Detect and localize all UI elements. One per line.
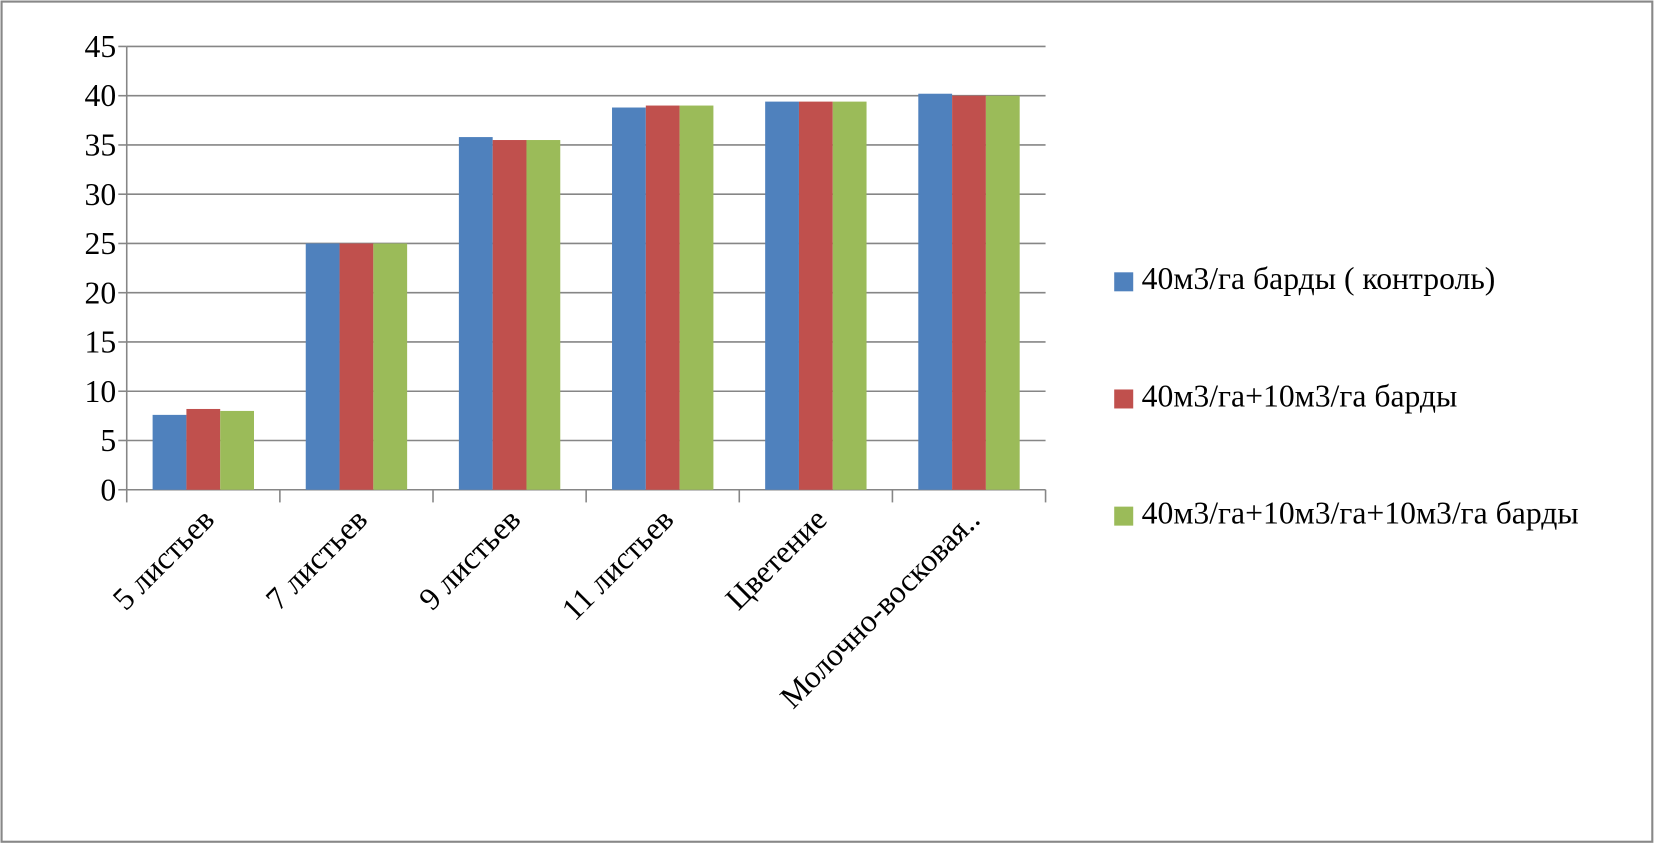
bar xyxy=(526,140,561,490)
bar xyxy=(305,243,340,490)
bar xyxy=(765,101,799,490)
legend-entry: 40м3/га+10м3/га барды xyxy=(1141,378,1458,414)
y-tick-label: 0 xyxy=(100,472,116,507)
bar xyxy=(832,101,867,490)
y-tick-label: 25 xyxy=(85,226,117,261)
bar xyxy=(492,140,527,490)
bar xyxy=(458,137,493,490)
legend-label: 40м3/га+10м3/га+10м3/га барды xyxy=(1141,496,1579,531)
bar xyxy=(220,410,254,490)
bar xyxy=(186,408,221,490)
bar xyxy=(679,105,714,490)
bar xyxy=(918,93,953,490)
bar xyxy=(152,414,187,490)
legend-entry: 40м3/га+10м3/га+10м3/га барды xyxy=(1141,496,1579,531)
bar xyxy=(612,107,646,490)
y-tick-label: 5 xyxy=(100,423,116,458)
y-tick-label: 10 xyxy=(85,374,117,409)
bar xyxy=(952,95,986,490)
bar xyxy=(645,105,680,490)
y-tick-label: 30 xyxy=(85,177,117,212)
legend-swatch xyxy=(1114,389,1134,409)
bar xyxy=(985,95,1020,490)
legend-label: 40м3/га+10м3/га барды xyxy=(1141,378,1458,414)
bar xyxy=(339,243,374,490)
y-tick-label: 35 xyxy=(85,128,117,163)
y-tick-label: 40 xyxy=(85,78,117,113)
y-tick-label: 15 xyxy=(85,325,117,360)
bar xyxy=(373,243,408,490)
y-tick-label: 20 xyxy=(85,275,117,310)
y-tick-label: 45 xyxy=(85,29,117,64)
bar xyxy=(798,101,833,490)
legend-swatch xyxy=(1114,506,1134,526)
legend-label: 40м3/га барды ( контроль) xyxy=(1141,261,1496,297)
legend-swatch xyxy=(1114,272,1134,292)
legend-entry: 40м3/га барды ( контроль) xyxy=(1141,261,1496,297)
